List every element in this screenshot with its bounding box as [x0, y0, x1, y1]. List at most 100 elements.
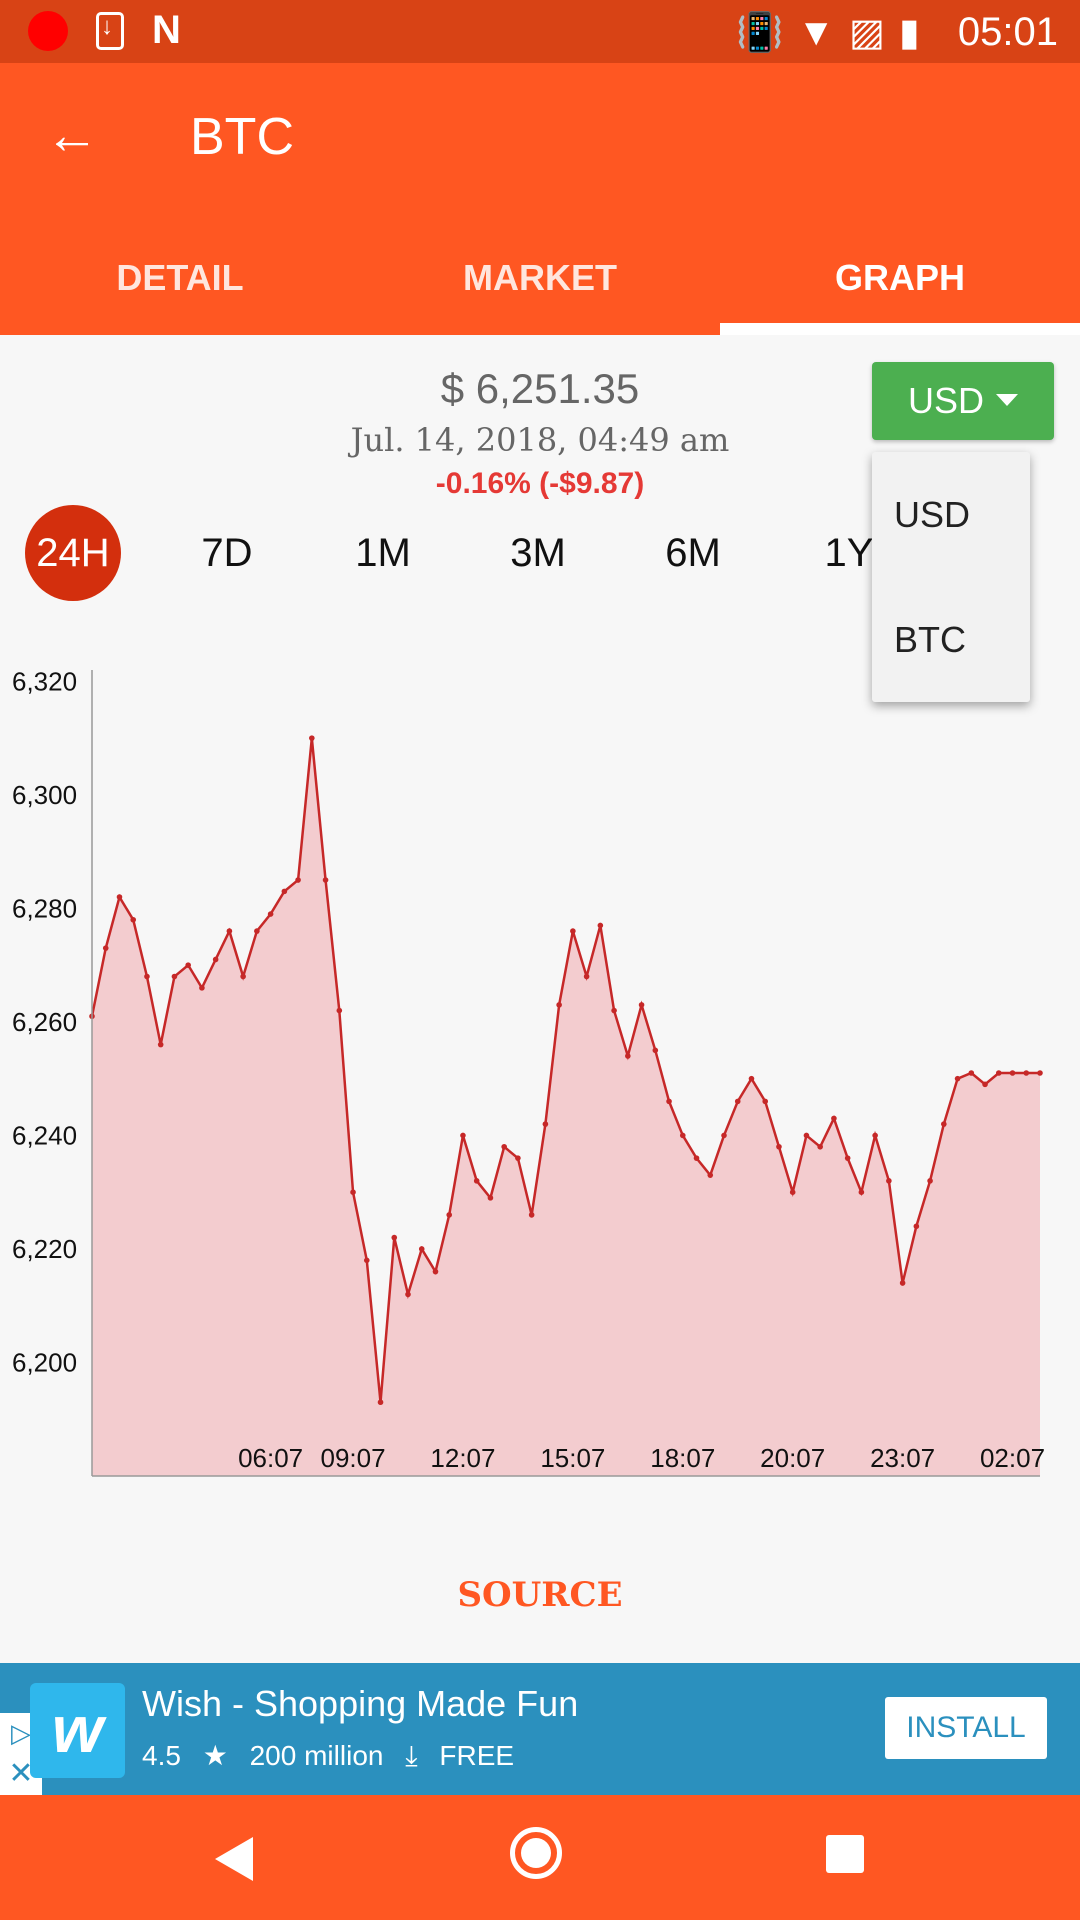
price-date: Jul. 14, 2018, 04:49 am	[350, 421, 730, 459]
chart-line	[90, 737, 1040, 1403]
chart-point	[789, 1189, 796, 1195]
wish-logo: w	[30, 1683, 125, 1778]
chart-point	[405, 1291, 411, 1298]
close-icon[interactable]: ✕	[0, 1753, 42, 1795]
y-tick-label: 6,220	[12, 1234, 77, 1264]
wifi-icon: ▼	[797, 12, 849, 54]
chart-point	[240, 973, 246, 980]
chart-point	[954, 1075, 961, 1082]
chart-point	[515, 1155, 521, 1161]
range-3m[interactable]: 3M	[510, 531, 566, 575]
status-icons: 📳▼▨▮	[736, 10, 934, 55]
chart-point	[625, 1053, 631, 1059]
chart-point	[199, 985, 205, 991]
currency-option-usd[interactable]: USD	[894, 494, 971, 535]
chart-point	[377, 1399, 384, 1406]
chart-point	[309, 735, 315, 741]
tab-bar: DETAIL MARKET GRAPH	[0, 238, 1080, 335]
chart-point	[844, 1155, 851, 1161]
chart-point	[418, 1246, 425, 1252]
x-tick-label: 02:07	[980, 1443, 1045, 1473]
chart-point	[102, 945, 109, 951]
chart-point	[803, 1132, 810, 1139]
ad-banner[interactable]: ▷ ✕ w Wish - Shopping Made Fun 4.5 ★ 200…	[0, 1663, 1080, 1795]
battery-charging-icon: ▮	[898, 12, 934, 54]
x-tick-label: 12:07	[430, 1443, 495, 1473]
current-price: $ 6,251.35	[440, 365, 640, 412]
currency-option-btc[interactable]: BTC	[894, 619, 966, 660]
chart-point	[295, 877, 301, 883]
chart-point	[679, 1132, 686, 1139]
chart-point	[721, 1132, 727, 1139]
chart-point	[927, 1178, 933, 1184]
chart-point	[831, 1115, 837, 1122]
ad-meta: 4.5 ★ 200 million ⤓ FREE	[142, 1739, 528, 1773]
range-7d[interactable]: 7D	[201, 531, 253, 575]
chart-point	[652, 1047, 659, 1054]
chart-point	[281, 888, 288, 895]
chart-point	[432, 1268, 439, 1275]
range-1y[interactable]: 1Y	[824, 531, 874, 575]
price-change: -0.16% (-$9.87)	[435, 467, 645, 500]
caret-down-icon	[996, 394, 1018, 406]
chart-point	[336, 1007, 343, 1014]
app-bar: ← BTC DETAIL MARKET GRAPH	[0, 63, 1080, 335]
chart-point	[762, 1098, 769, 1105]
x-tick-label: 23:07	[870, 1443, 935, 1473]
ad-installs: 200 million	[249, 1740, 384, 1771]
chart-point	[899, 1280, 906, 1286]
tab-market[interactable]: MARKET	[463, 257, 617, 298]
chart-point	[1037, 1070, 1043, 1076]
chart-point	[460, 1132, 466, 1139]
nav-recents-icon[interactable]	[826, 1835, 864, 1873]
ad-rating: 4.5	[142, 1740, 181, 1771]
chart-point	[817, 1143, 823, 1150]
chart-area-fill	[92, 738, 1040, 1476]
tab-graph[interactable]: GRAPH	[720, 238, 1080, 335]
install-button[interactable]: INSTALL	[885, 1697, 1047, 1759]
y-tick-label: 6,200	[12, 1347, 77, 1377]
y-tick-label: 6,240	[12, 1120, 77, 1150]
x-tick-label: 09:07	[321, 1443, 386, 1473]
chart-point	[254, 928, 260, 934]
chart-point	[322, 877, 329, 883]
page-title: BTC	[190, 108, 294, 166]
chart-point	[130, 916, 137, 923]
x-tick-label: 18:07	[650, 1443, 715, 1473]
range-1m[interactable]: 1M	[355, 531, 411, 575]
currency-select[interactable]: USD	[872, 362, 1054, 440]
source-link[interactable]: SOURCE	[457, 1575, 623, 1615]
ad-title: Wish - Shopping Made Fun	[142, 1683, 579, 1724]
no-sim-icon: ▨	[848, 12, 899, 54]
clock: 05:01	[957, 10, 1058, 54]
chart-point	[872, 1132, 878, 1139]
status-bar: N 📳▼▨▮ 05:01	[0, 0, 1080, 63]
range-6m[interactable]: 6M	[665, 531, 721, 575]
navigation-bar	[0, 1795, 1080, 1920]
chart-point	[226, 928, 233, 934]
n-icon: N	[152, 8, 181, 52]
chart-point	[144, 973, 150, 980]
chart-point	[611, 1007, 617, 1014]
chart-point	[267, 911, 274, 917]
currency-select-value: USD	[908, 380, 985, 421]
arrow-back-icon[interactable]: ←	[45, 105, 99, 165]
chart-point	[982, 1081, 988, 1088]
nav-home-icon[interactable]	[510, 1827, 562, 1879]
chart-point	[597, 922, 604, 929]
chart-point	[886, 1178, 892, 1184]
vibrate-icon: 📳	[736, 12, 798, 54]
chart-point	[446, 1212, 453, 1218]
x-tick-label: 06:07	[238, 1443, 303, 1473]
chart-point	[350, 1189, 356, 1195]
chart-point	[185, 962, 191, 968]
y-tick-label: 6,260	[12, 1007, 77, 1037]
chart-point	[666, 1098, 672, 1105]
chart-point	[638, 1002, 645, 1008]
tab-detail[interactable]: DETAIL	[116, 257, 244, 298]
chart-point	[391, 1234, 398, 1241]
nav-back-icon[interactable]	[215, 1837, 253, 1881]
range-24h[interactable]: 24H	[25, 505, 121, 601]
chart-point	[570, 928, 576, 934]
chart-point	[1023, 1070, 1030, 1076]
